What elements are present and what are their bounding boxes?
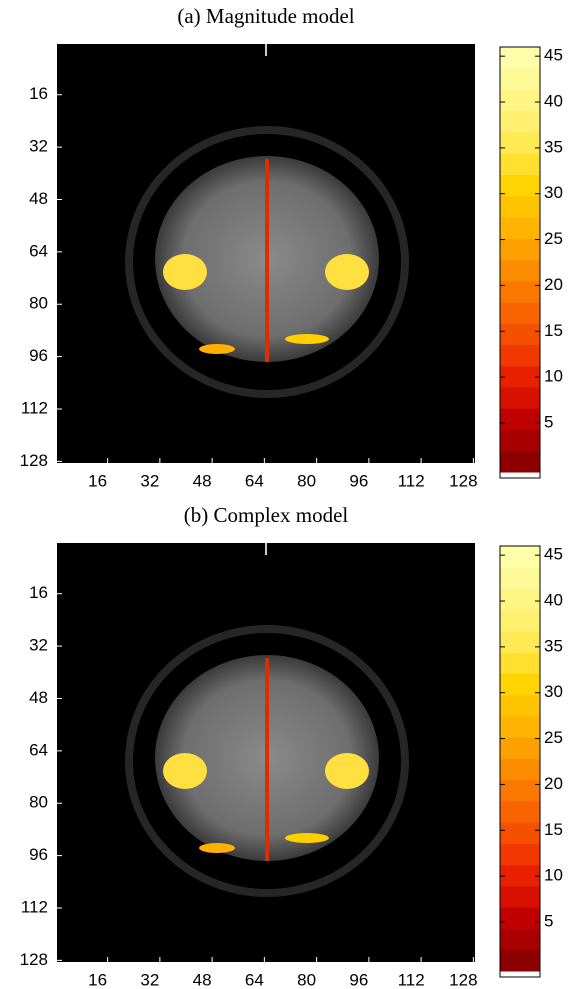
colorbar-tick-label: 15 bbox=[544, 820, 563, 839]
colorbar-tick-label: 40 bbox=[544, 92, 563, 111]
colorbar-tick-label: 30 bbox=[544, 183, 563, 202]
panel-title: (a) Magnitude model bbox=[177, 4, 354, 28]
colorbar-band bbox=[500, 907, 540, 929]
colorbar-band bbox=[500, 195, 540, 218]
colorbar-band bbox=[500, 843, 540, 866]
colorbar-tick-label: 40 bbox=[544, 591, 563, 610]
colorbar-band bbox=[500, 68, 540, 90]
colorbar-band bbox=[500, 89, 540, 112]
colorbar-tick-label: 20 bbox=[544, 774, 563, 793]
colorbar-frame bbox=[499, 46, 541, 479]
y-tick-label: 48 bbox=[29, 189, 48, 208]
colorbar-band bbox=[500, 673, 540, 696]
colorbar-band bbox=[500, 132, 540, 154]
colorbar-band bbox=[500, 801, 540, 823]
colorbar-band bbox=[500, 546, 540, 568]
y-tick-label: 48 bbox=[29, 688, 48, 707]
x-tick-label: 64 bbox=[245, 471, 264, 490]
x-tick-label: 128 bbox=[449, 471, 477, 490]
x-tick-label: 128 bbox=[449, 970, 477, 989]
colorbar-tick-label: 15 bbox=[544, 321, 563, 340]
colorbar-band bbox=[500, 737, 540, 759]
colorbar-band bbox=[500, 758, 540, 781]
colorbar-tick-label: 10 bbox=[544, 367, 563, 386]
y-tick-label: 80 bbox=[29, 294, 48, 313]
y-tick-label: 112 bbox=[21, 398, 48, 417]
x-tick-label: 48 bbox=[193, 970, 212, 989]
colorbar-tick-label: 35 bbox=[544, 636, 563, 655]
x-tick-label: 80 bbox=[297, 471, 316, 490]
colorbar-band bbox=[500, 238, 540, 260]
colorbar-tick-label: 10 bbox=[544, 866, 563, 885]
colorbar-band bbox=[500, 302, 540, 324]
x-tick-label: 48 bbox=[193, 471, 212, 490]
x-tick-label: 112 bbox=[398, 970, 425, 989]
colorbar-band bbox=[500, 323, 540, 345]
y-tick-label: 128 bbox=[20, 451, 48, 470]
colorbar-band bbox=[500, 652, 540, 674]
colorbar-band bbox=[500, 822, 540, 844]
x-tick-label: 16 bbox=[88, 970, 107, 989]
y-tick-label: 64 bbox=[29, 740, 48, 759]
colorbar-tick-label: 25 bbox=[544, 728, 563, 747]
y-tick-label: 96 bbox=[29, 346, 48, 365]
y-tick-label: 32 bbox=[29, 137, 48, 156]
colorbar-band bbox=[500, 450, 540, 473]
colorbar-band bbox=[500, 779, 540, 802]
colorbar-band bbox=[500, 631, 540, 653]
colorbar-band bbox=[500, 408, 540, 430]
colorbar-band bbox=[500, 609, 540, 632]
colorbar-tick-label: 45 bbox=[544, 46, 563, 65]
colorbar-band bbox=[500, 217, 540, 239]
colorbar-band bbox=[500, 886, 540, 908]
x-tick-label: 96 bbox=[349, 471, 368, 490]
colorbar-band bbox=[500, 280, 540, 303]
panel-title: (b) Complex model bbox=[184, 503, 349, 527]
colorbar-tick-label: 35 bbox=[544, 137, 563, 156]
colorbar-band bbox=[500, 567, 540, 589]
colorbar-band bbox=[500, 949, 540, 972]
colorbar-tick-label: 25 bbox=[544, 229, 563, 248]
y-tick-label: 64 bbox=[29, 241, 48, 260]
brain-image bbox=[57, 44, 475, 463]
colorbar-band bbox=[500, 588, 540, 611]
colorbar-tick-label: 20 bbox=[544, 275, 563, 294]
x-tick-label: 32 bbox=[140, 970, 159, 989]
x-tick-label: 96 bbox=[349, 970, 368, 989]
colorbar-band bbox=[500, 153, 540, 175]
y-tick-label: 16 bbox=[29, 84, 48, 103]
y-tick-label: 16 bbox=[29, 583, 48, 602]
colorbar-tick-label: 5 bbox=[544, 412, 553, 431]
x-tick-label: 32 bbox=[140, 471, 159, 490]
colorbar-band bbox=[500, 716, 540, 738]
y-tick-label: 32 bbox=[29, 636, 48, 655]
colorbar-band bbox=[500, 429, 540, 452]
colorbar-band bbox=[500, 47, 540, 69]
brain-image bbox=[57, 543, 475, 962]
x-tick-label: 64 bbox=[245, 970, 264, 989]
y-tick-label: 96 bbox=[29, 845, 48, 864]
y-tick-label: 80 bbox=[29, 793, 48, 812]
colorbar-band bbox=[500, 864, 540, 887]
x-tick-label: 80 bbox=[297, 970, 316, 989]
colorbar-tick-label: 45 bbox=[544, 545, 563, 564]
colorbar-band bbox=[500, 365, 540, 388]
colorbar-band bbox=[500, 174, 540, 197]
colorbar-band bbox=[500, 928, 540, 951]
colorbar-band bbox=[500, 344, 540, 367]
colorbar-tick-label: 30 bbox=[544, 682, 563, 701]
y-tick-label: 112 bbox=[21, 897, 48, 916]
colorbar-frame bbox=[499, 545, 541, 978]
colorbar-band bbox=[500, 694, 540, 717]
colorbar-band bbox=[500, 259, 540, 282]
x-tick-label: 112 bbox=[398, 471, 425, 490]
colorbar-tick-label: 5 bbox=[544, 911, 553, 930]
colorbar-band bbox=[500, 387, 540, 409]
y-tick-label: 128 bbox=[20, 950, 48, 969]
x-tick-label: 16 bbox=[88, 471, 107, 490]
colorbar-band bbox=[500, 110, 540, 133]
